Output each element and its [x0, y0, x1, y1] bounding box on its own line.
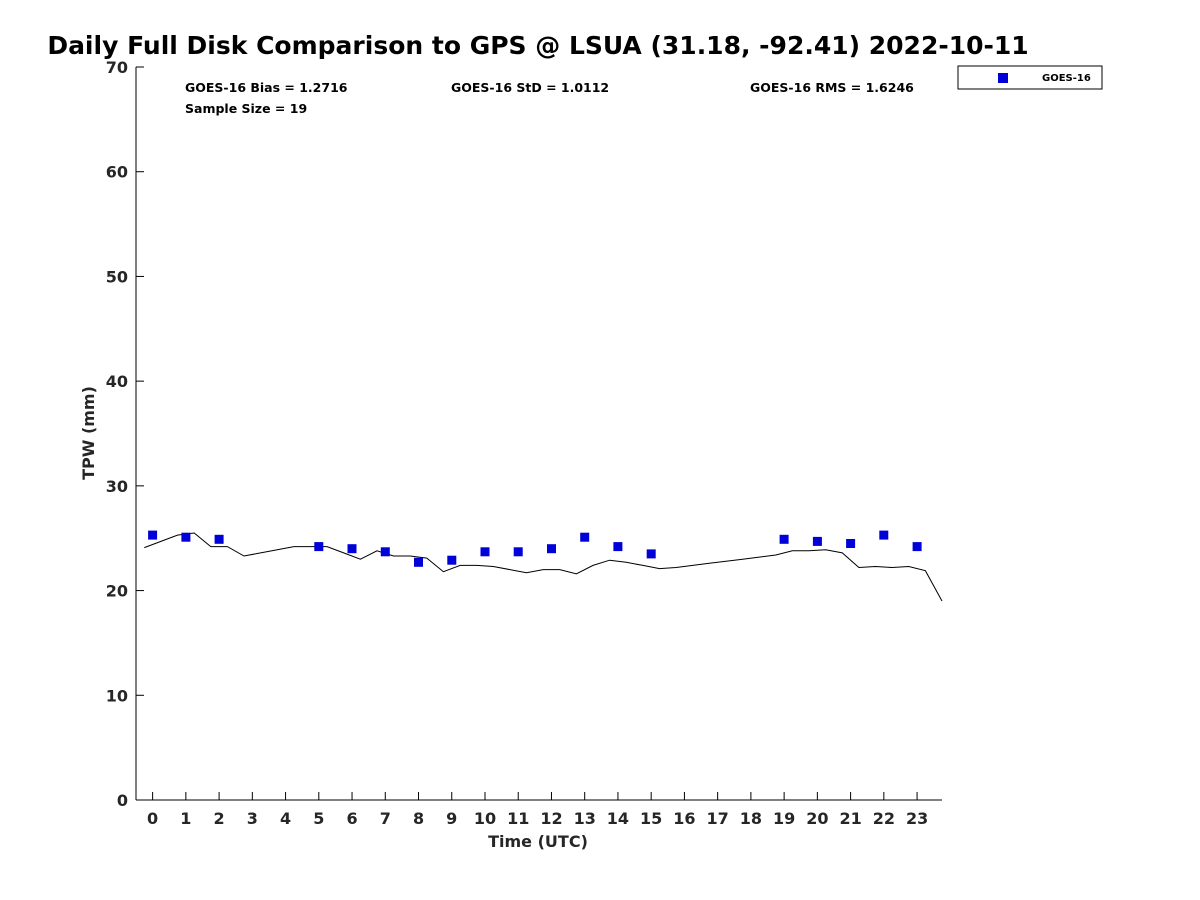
x-tick-label: 14	[607, 809, 629, 828]
gps-line	[144, 532, 943, 602]
data-point-goes16	[879, 530, 889, 540]
x-tick-label: 13	[574, 809, 596, 828]
legend-box	[957, 65, 1103, 90]
x-tick-label: 17	[707, 809, 729, 828]
y-axis-ticks: 0 10 20 30 40 50 60 70	[106, 58, 144, 810]
x-tick-label: 18	[740, 809, 762, 828]
x-axis-label: Time (UTC)	[488, 832, 588, 851]
data-point-goes16	[480, 547, 490, 557]
x-tick-label: 6	[346, 809, 357, 828]
data-point-goes16	[414, 557, 423, 567]
data-point-goes16	[513, 547, 523, 557]
y-tick-label: 50	[106, 267, 128, 286]
legend-label-goes16: GOES-16	[1042, 73, 1091, 84]
x-tick-label: 3	[247, 809, 258, 828]
gps-line-series	[144, 532, 943, 602]
y-tick-label: 70	[106, 58, 128, 77]
x-tick-label: 10	[474, 809, 496, 828]
x-axis-ticks: 0 1 2 3 4 5 6 7 8 9 10 11 12 13 14 15 16 17 18 19 20 21 22 23	[147, 792, 928, 828]
data-point-goes16	[912, 542, 922, 552]
data-point-goes16	[148, 530, 158, 540]
stat-bias: GOES-16 Bias = 1.2716	[185, 80, 348, 95]
data-point-goes16	[347, 544, 357, 554]
data-point-goes16	[447, 555, 457, 565]
y-tick-label: 20	[106, 582, 128, 601]
stat-std: GOES-16 StD = 1.0112	[451, 80, 609, 95]
x-tick-label: 5	[313, 809, 324, 828]
x-tick-label: 9	[446, 809, 457, 828]
data-point-goes16	[181, 532, 191, 542]
y-tick-label: 0	[117, 791, 128, 810]
x-tick-label: 11	[507, 809, 529, 828]
x-tick-label: 4	[280, 809, 291, 828]
x-tick-label: 15	[640, 809, 662, 828]
stat-sample-size: Sample Size = 19	[185, 101, 307, 116]
data-point-goes16	[214, 534, 224, 544]
data-point-goes16	[779, 534, 789, 544]
data-point-goes16	[580, 532, 590, 542]
x-tick-label: 2	[214, 809, 225, 828]
data-point-goes16	[846, 539, 856, 548]
y-tick-label: 40	[106, 372, 128, 391]
stat-rms: GOES-16 RMS = 1.6246	[750, 80, 914, 95]
x-tick-label: 8	[413, 809, 424, 828]
x-tick-label: 1	[180, 809, 191, 828]
data-point-goes16	[646, 549, 656, 559]
x-tick-label: 19	[773, 809, 795, 828]
data-point-goes16	[380, 547, 390, 557]
y-tick-label: 10	[106, 686, 128, 705]
stats-block: GOES-16 Bias = 1.2716 GOES-16 StD = 1.01…	[185, 80, 914, 116]
legend: GOES-16	[957, 65, 1103, 90]
x-tick-label: 0	[147, 809, 158, 828]
data-point-goes16	[812, 536, 822, 546]
plot-area	[135, 67, 942, 801]
legend-swatch-goes16	[998, 73, 1008, 83]
data-point-goes16	[613, 542, 623, 552]
y-axis-label: TPW (mm)	[79, 386, 98, 480]
chart-title: Daily Full Disk Comparison to GPS @ LSUA…	[47, 31, 1028, 60]
y-tick-label: 60	[106, 163, 128, 182]
goes16-marker-series	[148, 530, 922, 567]
y-tick-label: 30	[106, 477, 128, 496]
x-tick-label: 23	[906, 809, 928, 828]
x-tick-label: 12	[540, 809, 562, 828]
x-tick-label: 21	[839, 809, 861, 828]
x-tick-label: 7	[380, 809, 391, 828]
x-tick-label: 20	[806, 809, 828, 828]
x-tick-label: 22	[873, 809, 895, 828]
data-point-goes16	[547, 544, 556, 554]
x-tick-label: 16	[673, 809, 695, 828]
data-point-goes16	[314, 542, 324, 552]
